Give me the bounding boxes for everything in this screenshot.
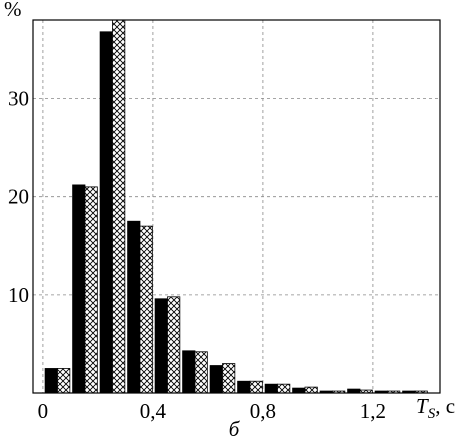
bar [112,19,126,394]
x-tick-label: 0,4 [140,399,167,423]
bar [44,368,58,394]
bar [292,387,306,394]
bar [139,225,153,394]
plot-frame [32,19,441,394]
bar [154,298,168,394]
bar [167,296,181,394]
bar [249,380,263,394]
x-axis-label-sub: S [428,406,436,422]
bar [84,186,98,394]
x-axis-label-suffix: , c [435,394,455,418]
bar [194,351,208,394]
x-axis-label-main: T [416,394,429,418]
x-tick-label: 1,2 [360,399,386,423]
bar [127,220,141,394]
y-tick-label: 20 [8,185,29,209]
bar [304,386,318,394]
bar [72,184,86,394]
bar [99,31,113,394]
bar [277,383,291,394]
bar [209,365,223,394]
bar [237,380,251,394]
y-tick-label: 30 [8,87,29,111]
caption: б [229,417,241,440]
bar [57,368,71,394]
bar [264,383,278,394]
bar [182,350,196,394]
bar [222,363,236,394]
y-tick-label: 10 [8,283,29,307]
x-tick-label: 0 [38,399,49,423]
y-axis-label: % [4,0,22,21]
x-tick-label: 0,8 [250,399,276,423]
x-axis-label: TS, c [416,394,455,422]
